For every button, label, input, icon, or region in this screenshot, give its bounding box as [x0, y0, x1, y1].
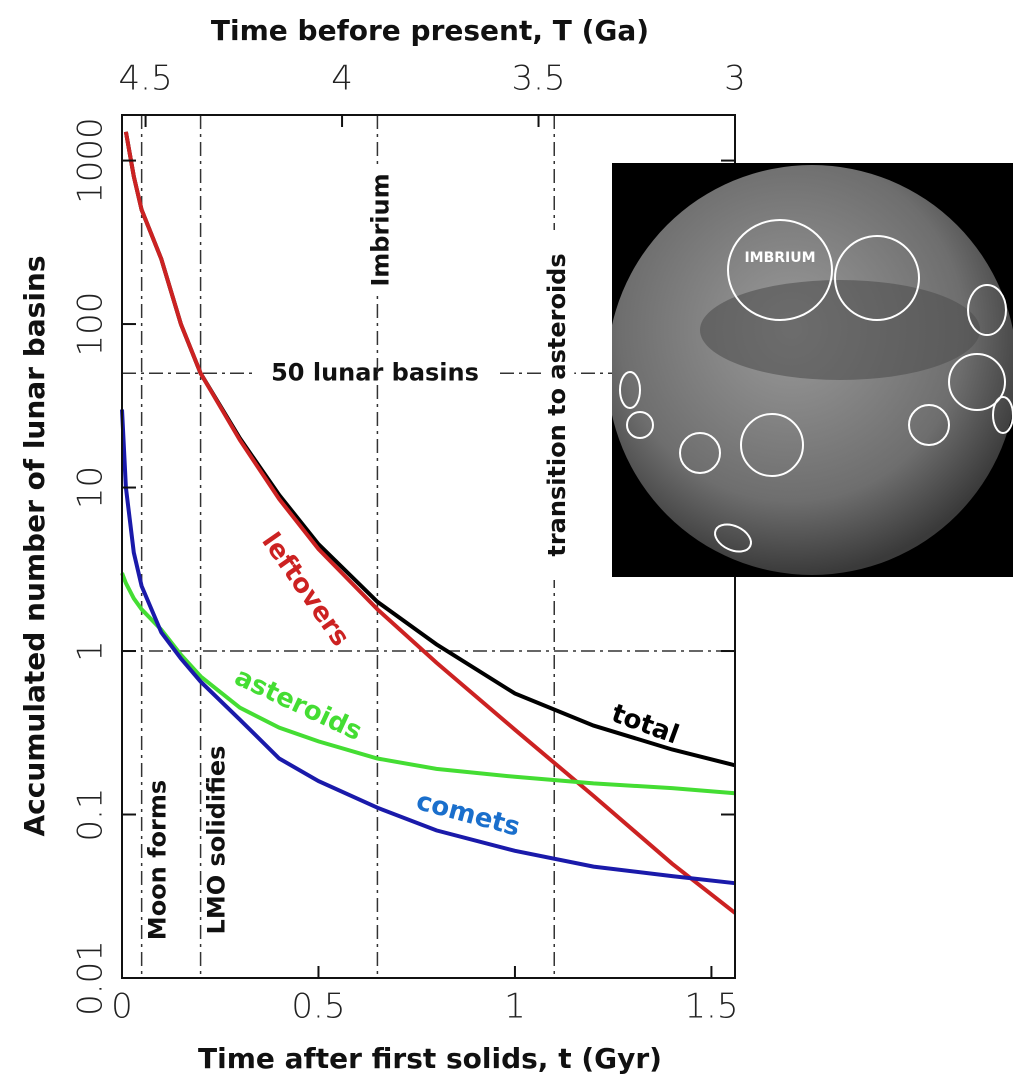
reference-label: Imbrium — [366, 173, 394, 286]
reference-label: Moon forms — [144, 780, 172, 940]
y-tick-label: 1000 — [71, 117, 111, 204]
y-tick-label: 1 — [71, 640, 111, 662]
x2-tick-label: 3 — [724, 59, 746, 99]
x2-tick-label: 3.5 — [511, 59, 565, 99]
reference-label: transition to asteroids — [543, 253, 571, 556]
label-bg — [255, 355, 495, 392]
y-tick-label: 0.01 — [71, 940, 111, 1016]
reference-label: LMO solidifies — [203, 746, 231, 935]
x-tick-label: 1.5 — [684, 987, 738, 1027]
y-tick-label: 100 — [71, 292, 111, 357]
series-line — [120, 409, 736, 886]
legend-label: comets — [413, 786, 523, 842]
y-tick-label: 10 — [71, 466, 111, 509]
x-tick-label: 1 — [504, 987, 526, 1027]
label-bg — [365, 165, 398, 295]
y-tick-label: 0.1 — [71, 787, 111, 841]
y-axis-title: Accumulated number of lunar basins — [18, 255, 51, 836]
x-axis-title: Time after first solids, t (Gyr) — [198, 1042, 662, 1075]
series-line — [120, 572, 736, 796]
label-bg — [542, 230, 575, 580]
moon-inset: IMBRIUM — [612, 163, 1013, 577]
legend-label: leftovers — [256, 527, 356, 652]
inset-label: IMBRIUM — [744, 250, 815, 266]
x2-tick-label: 4 — [331, 59, 353, 99]
x2-tick-label: 4.5 — [119, 59, 173, 99]
series-line — [123, 131, 737, 915]
top-axis-title: Time before present, T (Ga) — [211, 14, 649, 47]
x-tick-label: 0 — [111, 987, 133, 1027]
reference-label: 50 lunar basins — [271, 358, 479, 386]
x-tick-label: 0.5 — [291, 987, 345, 1027]
plot-area: 50 lunar basins Moon forms LMO solidifies I… — [71, 59, 746, 1027]
